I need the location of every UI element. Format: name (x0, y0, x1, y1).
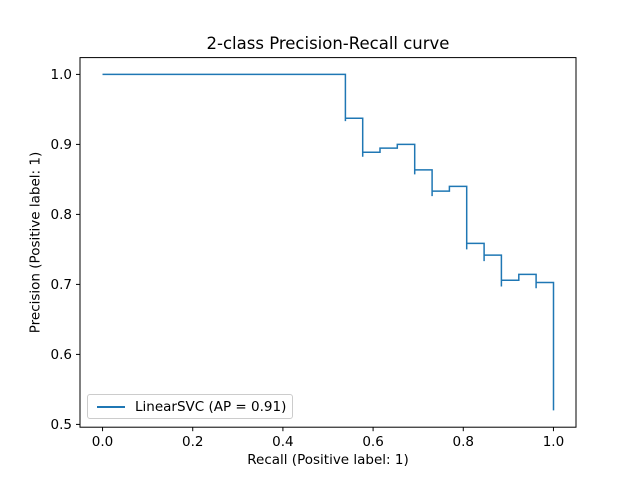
y-tick-label: 0.5 (51, 417, 72, 433)
x-tick-label: 0.2 (182, 434, 203, 450)
y-tick-label: 0.7 (51, 277, 72, 293)
x-axis-label: Recall (Positive label: 1) (247, 452, 409, 468)
x-tick-label: 0.8 (453, 434, 474, 450)
axes-spines (79, 57, 577, 428)
legend-line-sample (97, 405, 125, 408)
y-tick-label: 0.9 (51, 137, 72, 153)
precision-recall-curve (102, 73, 555, 411)
legend: LinearSVC (AP = 0.91) (87, 394, 293, 419)
y-tick-label: 0.8 (51, 207, 72, 223)
legend-entry-label: LinearSVC (AP = 0.91) (135, 398, 287, 415)
y-tick-label: 0.6 (51, 347, 72, 363)
x-tick-label: 0.6 (362, 434, 383, 450)
y-axis-label: Precision (Positive label: 1) (27, 151, 44, 334)
chart-title: 2-class Precision-Recall curve (206, 34, 450, 53)
x-tick-label: 0.4 (272, 434, 293, 450)
x-tick-label: 1.0 (543, 434, 564, 450)
y-tick-label: 1.0 (51, 67, 72, 83)
x-tick-label: 0.0 (92, 434, 113, 450)
